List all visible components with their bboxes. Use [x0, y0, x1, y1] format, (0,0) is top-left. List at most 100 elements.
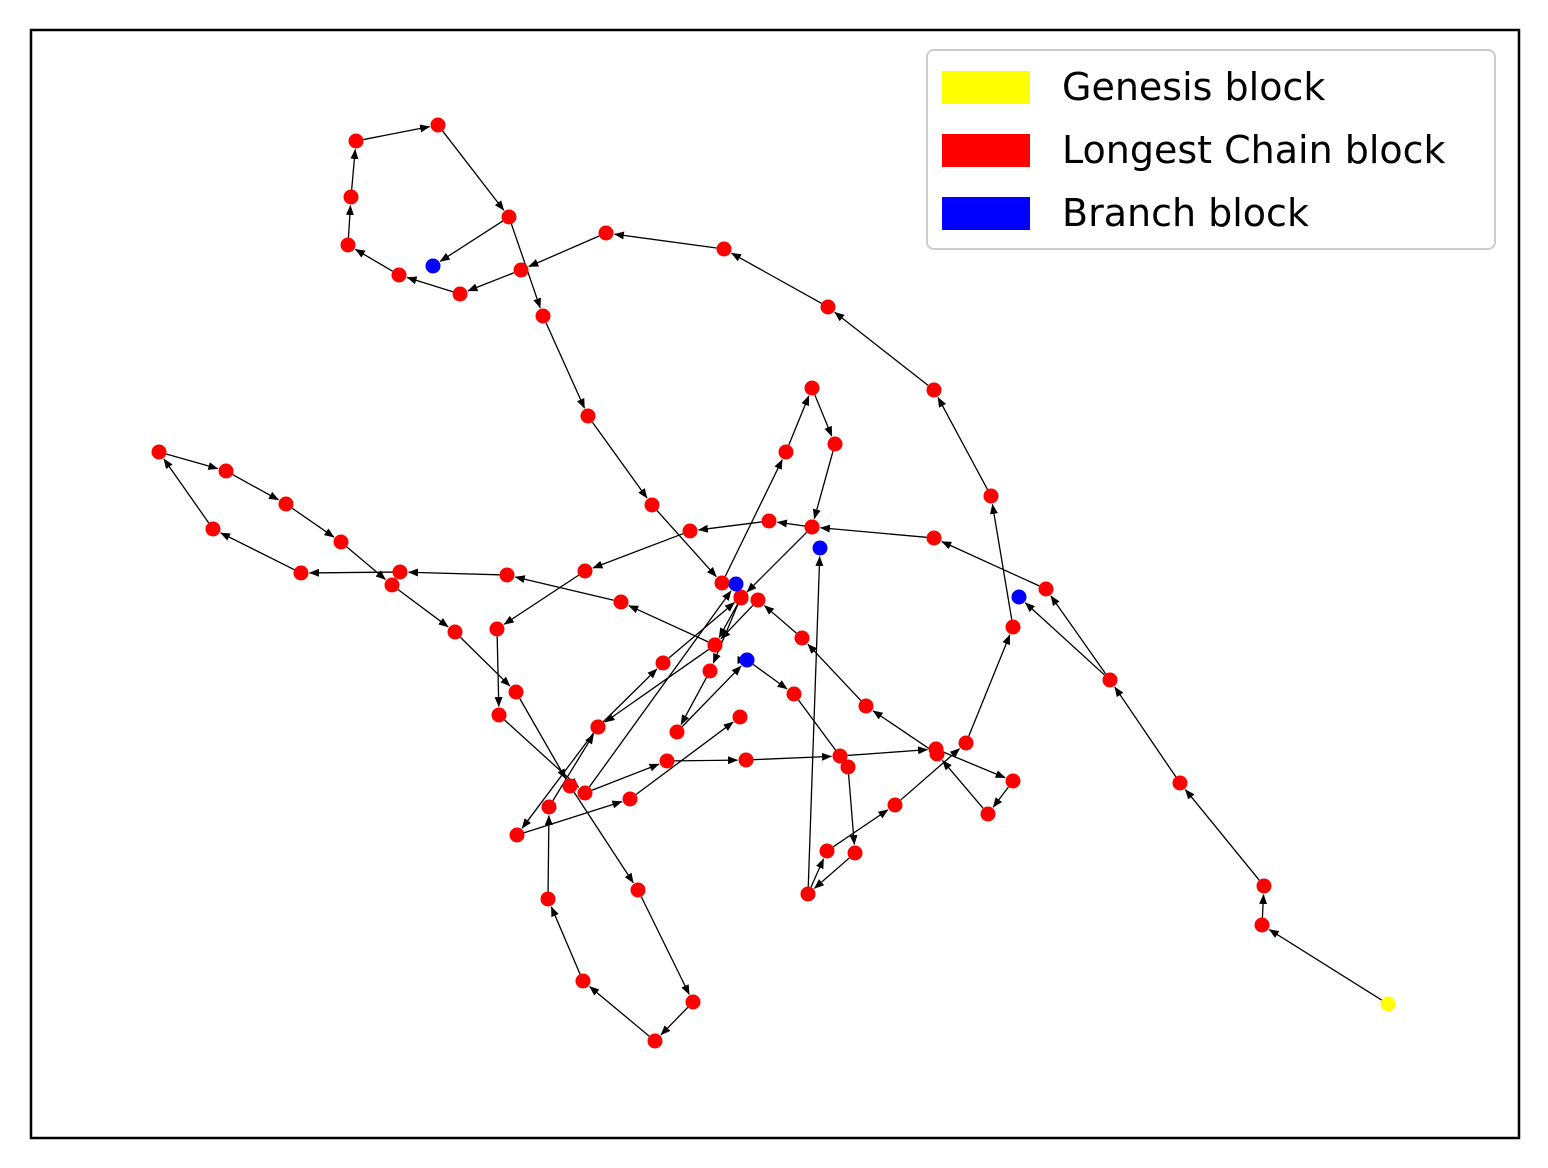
- chain-edge: [819, 524, 927, 538]
- chain-edge: [788, 395, 810, 446]
- longest-chain-block-node: [447, 624, 463, 640]
- longest-chain-block-node: [577, 563, 593, 579]
- branch-edge: [1024, 602, 1105, 676]
- chain-edge: [753, 752, 833, 761]
- chain-edge: [504, 719, 580, 788]
- longest-chain-block-node: [630, 882, 646, 898]
- chain-edge: [832, 809, 889, 848]
- chain-edge: [764, 605, 797, 634]
- chain-edge: [544, 814, 553, 892]
- chain-edge: [668, 601, 735, 659]
- longest-chain-block-node: [613, 594, 629, 610]
- chain-edge: [718, 604, 738, 638]
- chain-edge: [521, 732, 595, 829]
- chain-edge: [519, 698, 567, 780]
- chain-edge: [1114, 686, 1177, 778]
- chain-edge: [752, 663, 788, 690]
- chain-edge: [1184, 789, 1260, 881]
- longest-chain-block-node: [858, 698, 874, 714]
- chain-edge: [1050, 595, 1107, 675]
- chain-edge: [900, 748, 961, 801]
- longest-chain-block-node: [707, 637, 723, 653]
- chain-edge: [724, 459, 783, 577]
- chain-edge: [730, 252, 822, 304]
- chain-edge: [604, 648, 710, 723]
- chain-edge: [503, 574, 580, 625]
- longest-chain-block-node: [278, 496, 294, 512]
- legend-swatch-branch: [942, 196, 1030, 230]
- longest-chain-block-node: [983, 488, 999, 504]
- legend-swatch-longest-chain: [942, 133, 1030, 167]
- longest-chain-block-node: [750, 592, 766, 608]
- plot-frame: [29, 28, 1521, 1140]
- longest-chain-block-node: [540, 891, 556, 907]
- longest-chain-block-node: [804, 380, 820, 396]
- longest-chain-block-node: [702, 663, 718, 679]
- longest-chain-block-node: [655, 655, 671, 671]
- chain-edge: [346, 546, 386, 581]
- longest-chain-block-node: [1005, 619, 1021, 635]
- chain-edge: [872, 710, 932, 751]
- longest-chain-block-node: [575, 973, 591, 989]
- longest-chain-block-node: [647, 1033, 663, 1049]
- longest-chain-block-node: [980, 806, 996, 822]
- chain-edge: [681, 665, 742, 728]
- chain-edge: [613, 231, 717, 249]
- longest-chain-block-node: [761, 513, 777, 529]
- longest-chain-block-node: [1005, 773, 1021, 789]
- chain-edge: [523, 800, 623, 834]
- chain-edge: [968, 634, 1011, 737]
- edges-layer: [163, 124, 1382, 1037]
- longest-chain-block-node: [926, 382, 942, 398]
- longest-chain-block-node: [794, 630, 810, 646]
- chain-edge: [674, 756, 739, 765]
- chain-edge: [459, 636, 511, 687]
- longest-chain-block-node: [669, 724, 685, 740]
- longest-chain-block-node: [659, 753, 675, 769]
- legend-item-branch: Branch block: [942, 191, 1309, 235]
- longest-chain-block-node: [509, 827, 525, 843]
- longest-chain-block-node: [580, 408, 596, 424]
- chain-edge: [407, 568, 500, 577]
- chain-edge: [810, 858, 825, 888]
- longest-chain-block-node: [733, 590, 749, 606]
- longest-chain-block-node: [887, 797, 903, 813]
- chain-edge: [591, 763, 660, 791]
- longest-chain-block-node: [929, 746, 945, 762]
- chain-edge: [591, 421, 648, 499]
- chain-edge: [163, 458, 210, 524]
- chain-edge: [1259, 893, 1268, 918]
- chain-edge: [834, 311, 929, 386]
- longest-chain-block-node: [501, 209, 517, 225]
- longest-chain-block-node: [786, 686, 802, 702]
- legend-label-branch: Branch block: [1062, 191, 1309, 235]
- chain-edge: [712, 603, 739, 664]
- chain-edge: [494, 636, 503, 708]
- branch-block-node: [812, 540, 828, 556]
- chain-edge: [514, 575, 614, 601]
- chain-edge: [847, 746, 929, 757]
- longest-chain-block-node: [384, 577, 400, 593]
- longest-chain-block-node: [682, 523, 698, 539]
- chain-edge: [992, 786, 1009, 808]
- chain-edge: [602, 668, 658, 723]
- longest-chain-block-node: [832, 748, 848, 764]
- chain-edge: [635, 721, 734, 796]
- longest-chain-block-node: [293, 565, 309, 581]
- longest-chain-block-node: [714, 575, 730, 591]
- chain-edge: [776, 519, 805, 528]
- chain-edge: [232, 474, 279, 501]
- chain-edge: [350, 148, 359, 190]
- legend-label-longest-chain: Longest Chain block: [1062, 128, 1446, 172]
- longest-chain-block-node: [738, 752, 754, 768]
- longest-chain-block-node: [804, 519, 820, 535]
- chain-edge: [1268, 928, 1382, 1001]
- longest-chain-block-node: [1256, 878, 1272, 894]
- longest-chain-block-node: [778, 444, 794, 460]
- genesis-block-node: [1380, 996, 1396, 1012]
- longest-chain-block-node: [847, 845, 863, 861]
- legend-swatch-genesis: [942, 70, 1030, 104]
- chain-edge: [941, 540, 1040, 587]
- longest-chain-block-node: [392, 564, 408, 580]
- longest-chain-block-node: [340, 237, 356, 253]
